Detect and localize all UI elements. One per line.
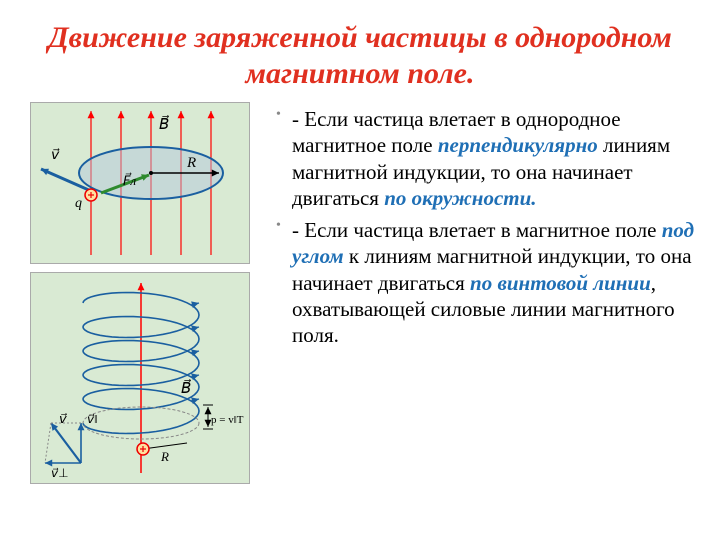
diagram-helix-svg: B⃗ p = v‖T Rv⃗ v⃗‖ v⃗⊥ <box>31 273 251 483</box>
text-segment: - Если частица влетает в магнитное поле <box>292 218 662 242</box>
text-column: - Если частица влетает в однородное магн… <box>270 102 700 492</box>
svg-text:R: R <box>186 155 196 171</box>
svg-text:B⃗: B⃗ <box>181 378 191 397</box>
svg-text:q: q <box>75 196 82 211</box>
svg-text:p = v‖T: p = v‖T <box>211 414 244 426</box>
emphasis-helix: по винтовой линии <box>470 271 651 295</box>
svg-text:R: R <box>160 449 169 464</box>
bullet-item-2: - Если частица влетает в магнитное поле … <box>274 217 700 348</box>
svg-text:v⃗⊥: v⃗⊥ <box>51 466 69 480</box>
svg-text:v⃗‖: v⃗‖ <box>87 412 97 426</box>
emphasis-circle: по окружности. <box>384 186 536 210</box>
diagram-circle-svg: Rv⃗ F⃗л B⃗ q <box>31 103 251 263</box>
diagram-column: Rv⃗ F⃗л B⃗ q B⃗ p = v‖T Rv⃗ v⃗‖ v⃗⊥ <box>30 102 270 492</box>
diagram-circle-motion: Rv⃗ F⃗л B⃗ q <box>30 102 250 264</box>
emphasis-perpendicular: перпендикулярно <box>438 133 598 157</box>
svg-text:v⃗: v⃗ <box>59 411 67 426</box>
content-row: Rv⃗ F⃗л B⃗ q B⃗ p = v‖T Rv⃗ v⃗‖ v⃗⊥ - Если част… <box>0 102 720 492</box>
bullet-list: - Если частица влетает в однородное магн… <box>274 106 700 348</box>
diagram-helix-motion: B⃗ p = v‖T Rv⃗ v⃗‖ v⃗⊥ <box>30 272 250 484</box>
svg-text:v⃗: v⃗ <box>51 148 60 163</box>
svg-text:B⃗: B⃗ <box>159 114 169 133</box>
page-title: Движение заряженной частицы в однородном… <box>0 0 720 102</box>
svg-text:F⃗л: F⃗л <box>123 173 136 188</box>
bullet-item-1: - Если частица влетает в однородное магн… <box>274 106 700 211</box>
